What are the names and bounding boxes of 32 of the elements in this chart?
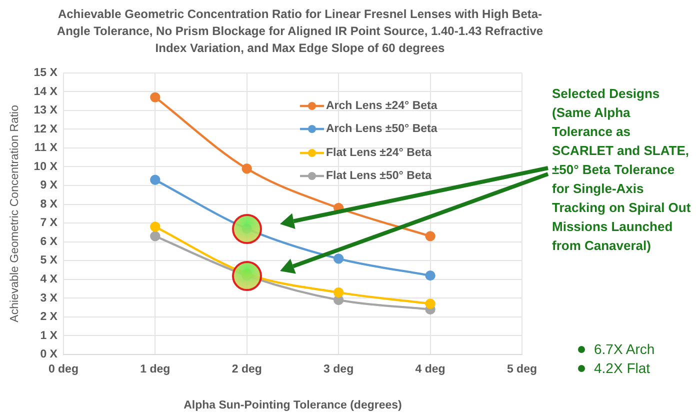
legend-label: Flat Lens ±24° Beta bbox=[326, 146, 432, 159]
y-axis-title: Achievable Geometric Concentration Ratio bbox=[9, 104, 22, 322]
y-tick-label: 10 X bbox=[34, 160, 58, 173]
y-tick-label: 5 X bbox=[40, 254, 58, 267]
y-tick-label: 12 X bbox=[34, 123, 58, 136]
legend-label: Arch Lens ±24° Beta bbox=[326, 100, 438, 112]
text: Selected Designs (Same Alpha Tolerance as SCARLET and SLATE, ±50° Beta Tolerance for Single-Axis Tracking on Spiral Out Missions Launched from Canaveral) bbox=[552, 86, 691, 253]
legend-label: Arch Lens ±50° Beta bbox=[326, 123, 438, 136]
x-tick-label: 5 deg bbox=[506, 363, 538, 376]
y-tick-label: 11 X bbox=[34, 142, 58, 154]
x-tick-label: 0 deg bbox=[48, 363, 78, 376]
x-axis-title: Alpha Sun-Pointing Tolerance (degrees) bbox=[184, 399, 402, 412]
y-tick-label: 7 X bbox=[40, 217, 58, 230]
y-tick-label: 8 X bbox=[40, 198, 58, 210]
y-tick-label: 3 X bbox=[40, 292, 58, 304]
y-tick-label: 13 X bbox=[34, 104, 58, 117]
x-tick-label: 2 deg bbox=[232, 363, 262, 376]
legend-label: Flat Lens ±50° Beta bbox=[326, 170, 432, 182]
y-tick-label: 0 X bbox=[40, 348, 58, 361]
y-tick-label: 15 X bbox=[34, 67, 58, 80]
x-tick-label: 3 deg bbox=[324, 363, 354, 376]
x-tick-label: 1 deg bbox=[140, 363, 170, 376]
y-tick-label: 2 X bbox=[40, 311, 58, 324]
y-tick-label: 14 X bbox=[34, 86, 58, 98]
text: 4.2X Flat bbox=[594, 359, 650, 378]
chart-title: Achievable Geometric Concentration Ratio for Linear Fresnel Lenses with High Beta-Angle Tolerance, No Prism Blockage for Aligned IR Point Source, 1.40-1.43 Refractive Index Variation, and Max Edge Slope of 60 degrees bbox=[56, 6, 544, 57]
y-tick-label: 6 X bbox=[40, 236, 58, 248]
y-tick-label: 9 X bbox=[40, 180, 58, 192]
text: 6.7X Arch bbox=[594, 340, 655, 359]
y-tick-label: 4 X bbox=[40, 274, 58, 286]
y-tick-label: 1 X bbox=[40, 330, 58, 342]
x-tick-label: 4 deg bbox=[415, 363, 446, 376]
